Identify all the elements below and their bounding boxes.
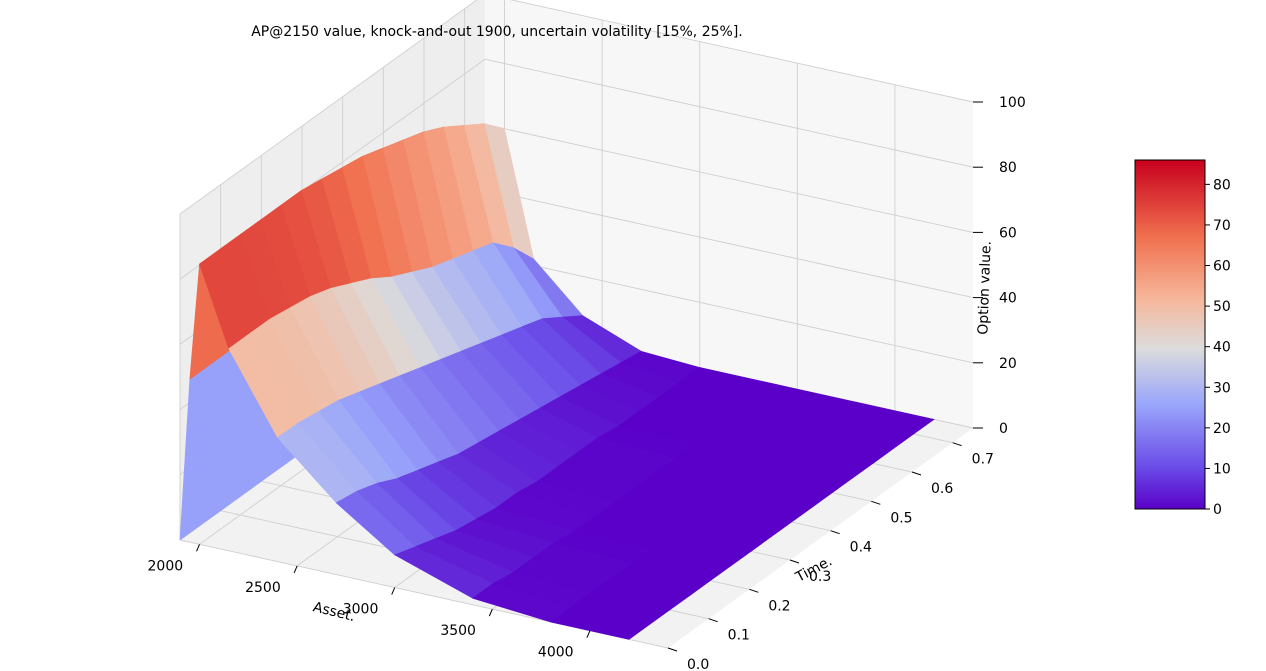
surface-mesh [179,123,935,640]
x-tick [293,565,298,574]
y-tick-label: 0.7 [972,452,994,468]
back-pane [485,0,973,428]
colorbar-tick-label: 40 [1213,340,1231,356]
colorbar-tick-label: 20 [1213,421,1231,437]
z-tick-label: 20 [999,356,1017,372]
colorbar-ticks: 0 10 20 30 40 50 60 70 80 [1205,177,1231,518]
x-tick [586,630,591,638]
x-tick [488,608,493,617]
x-tick-label: 4000 [538,645,574,661]
x-tick-label: 3000 [343,602,379,618]
colorbar-tick-label: 70 [1213,218,1231,234]
x-tick-label: 3500 [440,623,476,639]
colorbar-tick-label: 0 [1213,502,1222,518]
x-tick-label: 2000 [148,558,184,574]
grid-z-back [484,254,974,364]
x-tick-label: 2500 [245,580,281,596]
y-tick [667,647,678,652]
x-tick [391,587,396,595]
grid-z-back [484,58,974,168]
y-tick [708,618,718,623]
x-tick [196,544,200,552]
chart-title: AP@2150 value, knock-and-out 1900, uncer… [251,24,743,40]
y-tick [830,530,840,535]
grid-z-side [179,0,478,215]
y-tick [789,559,800,564]
grid-z-back [510,0,974,103]
surface-facet [550,607,651,640]
z-tick-label: 40 [999,291,1017,307]
y-tick-label: 0.6 [931,481,953,497]
y-tick-label: 0.5 [890,510,912,526]
colorbar: 0 10 20 30 40 50 60 70 80 [1134,159,1231,518]
colorbar-tick-label: 50 [1213,299,1231,315]
z-tick-label: 0 [999,421,1008,437]
colorbar-tick-label: 80 [1213,177,1231,193]
y-tick-label: 0.0 [687,657,709,671]
z-tick-label: 100 [999,95,1026,111]
z-tick-label: 80 [999,160,1017,176]
grid-z-back [484,123,974,233]
colorbar-tick-label: 30 [1213,380,1231,396]
colorbar-tick-label: 60 [1213,259,1231,275]
grid-z-back [484,189,974,299]
y-tick [871,500,881,505]
y-tick [952,442,962,447]
y-tick [749,588,759,593]
colorbar-tick-label: 10 [1213,461,1231,477]
y-tick-label: 0.3 [809,569,831,585]
z-tick-label: 60 [999,225,1017,241]
y-tick [911,471,922,476]
colorbar-gradient [1134,159,1206,510]
z-axis-label: Option value. [975,241,994,335]
y-tick-label: 0.2 [768,598,790,614]
y-tick-label: 0.4 [850,540,872,556]
axes: 2000 2500 3000 3500 4000 0.0 0.1 0.2 0.3 0.4 0.5 0.… [148,95,1026,671]
y-tick-label: 0.1 [728,628,750,644]
